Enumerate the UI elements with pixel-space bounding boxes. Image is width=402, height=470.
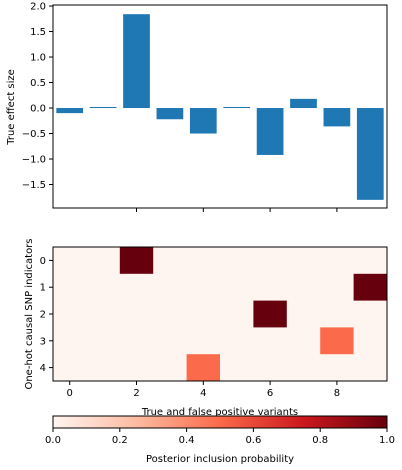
heatmap-cell [320, 327, 354, 355]
heatmap-x-tick-label: 8 [334, 388, 340, 399]
heatmap-x-label: True and false positive variants [141, 407, 298, 418]
heatmap-y-tick-label: 3 [40, 336, 46, 347]
heatmap-y-tick-label: 1 [40, 283, 46, 294]
heatmap-y-tick-label: 4 [40, 363, 46, 374]
heatmap-cell [353, 273, 387, 301]
colorbar-tick-label: 0.6 [245, 435, 261, 446]
bar-y-axis: 2.0 1.5 1.0 0.5 0.0 −0.5 −1.0 −1.5 [22, 2, 53, 191]
heatmap-y-label: One-hot causal SNP indicators [24, 238, 35, 389]
bar-y-tick-label: −0.5 [22, 129, 46, 140]
heatmap-y-tick-label: 2 [40, 310, 46, 321]
colorbar-tick-label: 0.0 [45, 435, 61, 446]
heatmap-cell [186, 354, 220, 381]
heatmap-cells [119, 247, 387, 381]
bar-y-tick-label: 0.5 [30, 78, 46, 89]
colorbar-tick-label: 1.0 [379, 435, 395, 446]
heatmap-x-axis: 0 2 4 6 8 [67, 381, 340, 399]
bar-plot-frame [52, 4, 388, 209]
bar [123, 14, 150, 109]
colorbar-axis: 0.0 0.2 0.4 0.6 0.8 1.0 [45, 428, 395, 446]
heatmap-cell [253, 300, 287, 328]
bar-y-tick-label: 2.0 [30, 2, 46, 13]
heatmap-y-tick-label: 0 [40, 256, 46, 267]
bar [156, 108, 184, 120]
bar [89, 107, 117, 109]
bar-chart: 2.0 1.5 1.0 0.5 0.0 −0.5 −1.0 −1.5 True effect … [6, 2, 388, 212]
bar [356, 108, 384, 200]
heatmap-x-tick-label: 0 [67, 388, 73, 399]
heatmap-x-tick-label: 6 [267, 388, 273, 399]
bar [56, 108, 84, 114]
bar-y-tick-label: 0.0 [30, 104, 46, 115]
bar [189, 108, 217, 134]
colorbar: 0.0 0.2 0.4 0.6 0.8 1.0 Posterior inclusion p… [45, 415, 395, 465]
colorbar-tick-label: 0.8 [312, 435, 328, 446]
bar-y-tick-label: −1.0 [22, 155, 46, 166]
colorbar-tick-label: 0.2 [112, 435, 128, 446]
bar [223, 107, 251, 109]
bar-y-tick-label: 1.5 [30, 27, 46, 38]
heatmap-y-axis: 0 1 2 3 4 [40, 256, 53, 374]
bar [323, 108, 351, 127]
bar [290, 98, 317, 109]
heatmap-chart: 0 1 2 3 4 0 2 4 6 8 One-hot causal SNP indicator… [24, 238, 388, 418]
colorbar-gradient [52, 415, 388, 429]
bar-y-label: True effect size [6, 69, 17, 146]
heatmap-cell [119, 247, 154, 274]
bar-plot-area [53, 5, 387, 208]
heatmap-x-tick-label: 2 [133, 388, 139, 399]
bar-x-axis [136, 208, 338, 212]
bar-y-tick-label: 1.0 [30, 53, 46, 64]
heatmap-x-tick-label: 4 [200, 388, 206, 399]
bar-series [56, 14, 384, 200]
bar-y-tick-label: −1.5 [22, 180, 46, 191]
colorbar-tick-label: 0.4 [179, 435, 195, 446]
colorbar-label: Posterior inclusion probability [146, 454, 294, 465]
bar [256, 108, 284, 155]
